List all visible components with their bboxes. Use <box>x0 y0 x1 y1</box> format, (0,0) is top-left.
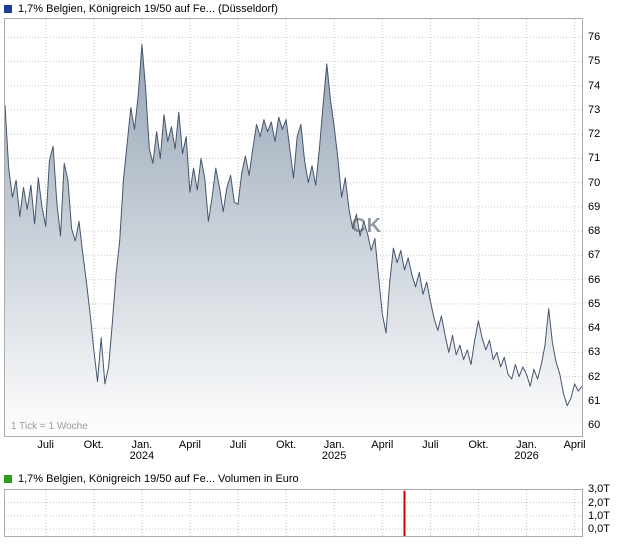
price-y-tick-label: 76 <box>588 31 601 44</box>
price-x-year-label: 2024 <box>129 450 155 462</box>
watermark: CK <box>351 214 383 237</box>
volume-chart-header: 1,7% Belgien, Königreich 19/50 auf Fe...… <box>4 473 299 485</box>
price-y-tick-label: 74 <box>588 79 601 92</box>
price-area <box>5 44 582 436</box>
price-y-tick-label: 72 <box>588 128 601 141</box>
price-y-tick-label: 62 <box>588 370 601 383</box>
volume-y-axis: 3,0T 2,0T 1,0T 0,0T <box>588 484 618 536</box>
volume-bar <box>403 490 406 536</box>
price-y-tick-label: 71 <box>588 152 601 165</box>
price-x-tick-label: Juli <box>37 439 54 451</box>
price-x-tick-label: Okt. <box>276 439 297 451</box>
volume-y-tick-label: 2,0T <box>588 496 611 509</box>
price-x-tick-label: April <box>178 439 201 451</box>
price-chart-title: 1,7% Belgien, Königreich 19/50 auf Fe...… <box>18 3 278 15</box>
price-x-tick-label: April <box>563 439 586 451</box>
price-x-tick-label: Okt. <box>83 439 104 451</box>
price-x-tick-label: April <box>371 439 394 451</box>
volume-chart-title: 1,7% Belgien, Königreich 19/50 auf Fe...… <box>18 473 299 485</box>
price-line <box>5 44 582 407</box>
volume-chart-canvas <box>5 490 582 536</box>
volume-y-tick-label: 0,0T <box>588 523 611 535</box>
price-x-tick-label: Jan. <box>516 439 537 451</box>
price-y-tick-label: 67 <box>588 249 601 262</box>
price-plot-area: CK 1 Tick = 1 Woche <box>4 18 583 437</box>
price-y-tick-label: 64 <box>588 322 601 335</box>
volume-y-tick-label: 1,0T <box>588 509 611 522</box>
price-y-tick-label: 66 <box>588 273 601 286</box>
price-x-tick-label: Jan. <box>323 439 345 451</box>
tick-interval-note: 1 Tick = 1 Woche <box>11 421 88 432</box>
price-y-axis: 76 75 74 73 72 71 70 69 68 67 66 65 64 63 62 61 60 <box>588 19 618 436</box>
volume-y-tick-label: 3,0T <box>588 483 611 496</box>
price-x-tick-label: Juli <box>229 439 247 451</box>
price-y-tick-label: 61 <box>588 394 601 407</box>
price-chart-canvas <box>5 19 582 436</box>
price-y-tick-label: 60 <box>588 419 601 432</box>
price-y-tick-label: 68 <box>588 225 601 238</box>
price-x-axis: Juli Okt. Jan. 2024 April Juli Okt. Jan. 2025 Apr… <box>5 439 585 464</box>
volume-plot-area <box>4 489 583 537</box>
price-chart-header: 1,7% Belgien, Königreich 19/50 auf Fe...… <box>4 3 278 15</box>
price-y-tick-label: 75 <box>588 55 601 68</box>
price-x-tick-label: Jan. <box>131 439 153 451</box>
price-y-tick-label: 65 <box>588 297 601 310</box>
price-x-year-label: 2025 <box>321 450 347 462</box>
price-x-tick-label: Juli <box>422 439 439 451</box>
price-x-year-label: 2026 <box>514 450 539 462</box>
price-y-tick-label: 63 <box>588 346 601 359</box>
price-y-tick-label: 73 <box>588 103 601 116</box>
price-legend-square-icon <box>4 5 12 13</box>
volume-legend-square-icon <box>4 475 12 483</box>
price-x-tick-label: Okt. <box>468 439 489 451</box>
price-y-tick-label: 70 <box>588 176 601 189</box>
price-y-tick-label: 69 <box>588 200 601 213</box>
